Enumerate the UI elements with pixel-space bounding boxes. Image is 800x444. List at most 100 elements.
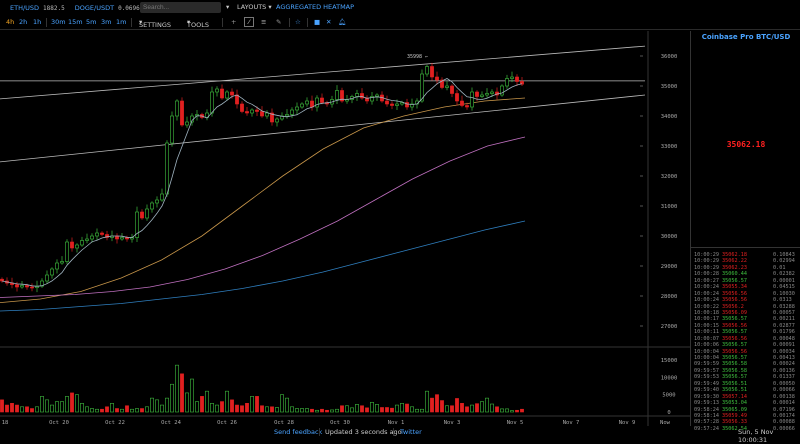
brush-icon[interactable]: ✎ xyxy=(276,18,282,26)
search-input[interactable] xyxy=(140,2,221,13)
candle-body xyxy=(490,91,494,94)
candle-body xyxy=(180,100,184,126)
volume-bar xyxy=(360,405,364,413)
trade-price: 35056.58 xyxy=(722,367,747,374)
candle-body xyxy=(520,81,524,85)
trendline xyxy=(0,94,646,163)
candle-body xyxy=(385,100,389,105)
trade-price: 35056.56 xyxy=(722,297,747,304)
volume-bar xyxy=(10,403,14,413)
candle-body xyxy=(360,93,364,99)
divider xyxy=(131,18,132,27)
layouts-menu[interactable]: LAYOUTS ▾ xyxy=(237,3,272,11)
trade-time: 10:00:29 xyxy=(694,258,719,265)
timeframe-15m[interactable]: 15m xyxy=(68,18,83,26)
candle-body xyxy=(120,237,124,240)
timeframe-1m[interactable]: 1m xyxy=(116,18,127,26)
candle-body xyxy=(220,88,224,99)
trade-time: 10:00:27 xyxy=(694,277,719,284)
trade-amount: 0.00091 xyxy=(773,342,795,349)
trade-price: 35056.56 xyxy=(722,348,747,355)
candle-body xyxy=(245,111,249,114)
trade-row: 09:58:24 35065.09 0.07196 xyxy=(691,407,800,413)
ticker-doge[interactable]: DOGE/USDT 0.0696 xyxy=(75,4,140,12)
candle-body xyxy=(75,244,79,249)
time-tick-label: Oct 20 xyxy=(49,420,69,426)
tools-menu[interactable]: TOOLS ▾ xyxy=(187,18,209,29)
candle-body xyxy=(265,112,269,117)
crosshair-icon[interactable]: + xyxy=(231,18,237,26)
volume-bar xyxy=(475,403,479,413)
volume-bar xyxy=(410,406,414,413)
candle-body xyxy=(295,106,299,111)
volume-bar xyxy=(275,407,279,413)
price-chart[interactable]: 36000 35000 34000 33000 32000 31000 30000 29000… xyxy=(0,31,690,426)
candle-body xyxy=(300,103,304,108)
expand-icon[interactable]: ✕ xyxy=(326,18,332,26)
camera-icon[interactable]: ■ xyxy=(314,18,321,26)
volume-tick-label: 5000 xyxy=(662,393,675,399)
divider xyxy=(393,428,394,436)
timeframe-1h[interactable]: 1h xyxy=(33,18,42,26)
trade-row: 10:00:15 35056.56 0.02877 xyxy=(691,323,800,329)
trade-time: 10:00:11 xyxy=(694,329,719,336)
volume-bar xyxy=(400,403,404,413)
candle-body xyxy=(435,76,439,81)
horizontal-line-icon[interactable]: ≡ xyxy=(261,18,267,26)
trade-time: 10:00:17 xyxy=(694,316,719,323)
volume-bar xyxy=(425,390,429,413)
star-icon[interactable]: ☆ xyxy=(295,18,301,26)
settings-menu[interactable]: SETTINGS ▾ xyxy=(139,18,172,29)
trendline-icon[interactable]: ⁄ xyxy=(244,17,254,27)
moving-average-line xyxy=(0,220,526,312)
trade-time: 09:58:24 xyxy=(694,406,719,413)
candle-body xyxy=(340,90,344,102)
trade-price: 35055.34 xyxy=(722,284,747,291)
candle-body xyxy=(0,278,4,282)
search-dropdown-icon[interactable]: ▾ xyxy=(226,3,230,11)
trade-row: 10:00:24 35055.34 0.04515 xyxy=(691,284,800,290)
trades-list[interactable]: 10:00:29 35062.18 0.10843 10:00:29 35062.22 0… xyxy=(691,247,800,432)
candle-body xyxy=(465,105,469,108)
trades-sidebar: Coinbase Pro BTC/USD 35062.18 10:00:29 35… xyxy=(690,31,800,432)
candle-body xyxy=(290,109,294,115)
aggregated-heatmap-link[interactable]: AGGREGATED HEATMAP xyxy=(276,3,355,11)
volume-bar xyxy=(365,407,369,413)
ticker-eth[interactable]: ETH/USD 1882.5 xyxy=(10,4,65,12)
twitter-link[interactable]: Twitter xyxy=(400,428,422,436)
volume-bar xyxy=(305,408,309,413)
candle-body xyxy=(150,202,154,210)
trade-price: 35060.44 xyxy=(722,271,747,278)
timeframe-30m[interactable]: 30m xyxy=(51,18,66,26)
bell-icon[interactable]: 🔔︎ xyxy=(338,18,347,26)
trade-price: 35057.14 xyxy=(722,393,747,400)
trade-row: 10:00:04 35056.57 0.00413 xyxy=(691,355,800,361)
timeframe-4h[interactable]: 4h xyxy=(6,18,15,26)
volume-bar xyxy=(510,410,514,413)
time-tick-label: Nov 7 xyxy=(563,420,580,426)
trade-row: 10:00:11 35056.57 0.01796 xyxy=(691,329,800,335)
trade-time: 10:00:24 xyxy=(694,284,719,291)
volume-bar xyxy=(240,405,244,413)
timeframe-5m[interactable]: 5m xyxy=(86,18,97,26)
trade-row: 10:00:17 35056.57 0.00211 xyxy=(691,316,800,322)
clock: Sun, 5 Nov 10:00:31 xyxy=(738,428,774,444)
trade-amount: 0.00024 xyxy=(773,361,795,368)
trade-row: 09:59:49 35056.51 0.00050 xyxy=(691,381,800,387)
candle-body xyxy=(305,100,309,105)
send-feedback-link[interactable]: Send feedback xyxy=(274,428,323,436)
trade-amount: 0.01 xyxy=(773,264,786,271)
trade-price: 35056.09 xyxy=(722,309,747,316)
timeframe-2h[interactable]: 2h xyxy=(19,18,28,26)
candle-body xyxy=(100,232,104,235)
moving-average-line xyxy=(0,97,526,303)
timeframe-3m[interactable]: 3m xyxy=(101,18,112,26)
trade-row: 10:00:07 35056.56 0.00048 xyxy=(691,336,800,342)
volume-bar xyxy=(500,408,504,413)
volume-bar xyxy=(125,405,129,413)
candle-body xyxy=(90,235,94,240)
volume-bar xyxy=(45,399,49,413)
trade-time: 09:57:28 xyxy=(694,419,719,426)
volume-bar xyxy=(165,397,169,413)
time-tick-label: Oct 24 xyxy=(161,420,182,426)
